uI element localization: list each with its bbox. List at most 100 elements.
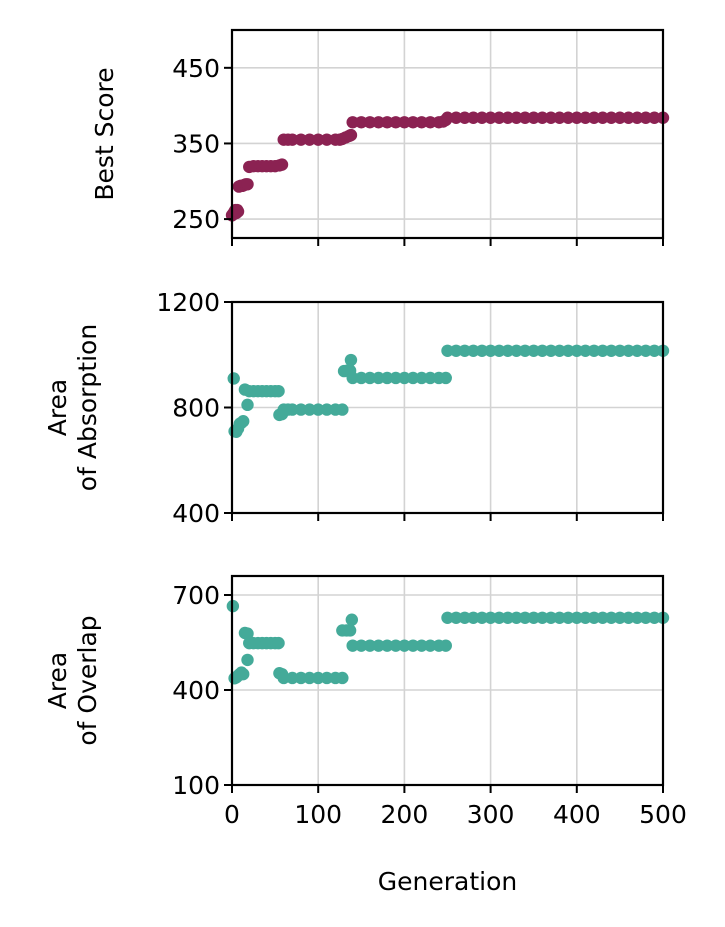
- data-point: [605, 111, 618, 124]
- data-point: [467, 344, 480, 357]
- data-point: [622, 611, 635, 624]
- data-point: [241, 627, 254, 640]
- data-point: [553, 344, 566, 357]
- data-point: [544, 611, 558, 624]
- data-point: [493, 611, 506, 624]
- y-tick-label: 400: [172, 499, 220, 528]
- data-point: [561, 111, 575, 124]
- data-point: [389, 116, 402, 129]
- data-point: [286, 671, 299, 685]
- y-tick-label: 100: [172, 771, 220, 800]
- panel-1: 250 350 450 Best Score: [90, 28, 670, 246]
- data-point: [275, 158, 289, 171]
- data-point: [518, 111, 532, 124]
- y-tick-label: 350: [172, 129, 220, 158]
- data-point: [648, 111, 661, 124]
- data-point: [241, 178, 254, 191]
- data-point: [648, 611, 661, 624]
- data-point: [639, 344, 652, 357]
- data-point: [312, 133, 325, 146]
- data-point: [441, 111, 454, 124]
- data-point: [510, 611, 523, 624]
- data-point: [286, 133, 299, 146]
- data-point: [406, 639, 420, 652]
- data-point: [441, 611, 454, 624]
- data-point: [648, 344, 661, 357]
- data-point: [237, 667, 250, 681]
- data-point: [294, 403, 308, 416]
- data-point: [630, 111, 644, 124]
- data-point: [639, 611, 652, 624]
- data-point: [363, 639, 377, 652]
- data-point: [561, 611, 575, 624]
- data-point: [406, 371, 420, 385]
- data-point: [484, 111, 497, 124]
- data-point: [579, 344, 592, 357]
- data-point: [363, 116, 377, 129]
- data-point: [527, 611, 540, 624]
- data-point: [398, 639, 411, 652]
- data-series: [225, 111, 670, 222]
- plot-frame: [230, 28, 665, 240]
- data-point: [439, 371, 452, 385]
- data-point: [303, 671, 316, 685]
- data-point: [372, 639, 385, 652]
- y-axis-label: of Absorption: [73, 324, 102, 491]
- data-series: [227, 344, 670, 438]
- y-axis-label: Best Score: [90, 67, 119, 200]
- data-point: [272, 636, 285, 650]
- x-tick-label: 100: [294, 800, 342, 829]
- data-point: [613, 111, 627, 124]
- y-tick-label: 400: [172, 676, 220, 705]
- data-point: [536, 344, 549, 357]
- data-point: [241, 398, 254, 412]
- data-point: [389, 639, 402, 652]
- data-point: [415, 639, 428, 652]
- data-point: [355, 639, 368, 652]
- data-point: [449, 611, 463, 624]
- data-point: [561, 344, 575, 357]
- data-point: [622, 344, 635, 357]
- data-point: [406, 116, 420, 129]
- data-point: [630, 344, 644, 357]
- data-point: [439, 639, 452, 652]
- data-series: [226, 599, 670, 685]
- data-point: [227, 372, 240, 385]
- data-point: [424, 116, 437, 129]
- data-point: [605, 344, 618, 357]
- data-point: [613, 611, 627, 624]
- data-point: [527, 344, 540, 357]
- data-point: [449, 111, 463, 124]
- data-point: [355, 371, 368, 385]
- data-point: [346, 371, 359, 385]
- data-point: [303, 403, 316, 416]
- data-point: [544, 111, 558, 124]
- data-point: [303, 133, 316, 146]
- data-point: [380, 116, 394, 129]
- y-tick-label: 1200: [156, 288, 220, 317]
- data-point: [424, 371, 437, 385]
- data-point: [484, 611, 497, 624]
- data-point: [613, 344, 627, 357]
- data-point: [527, 111, 540, 124]
- panel-2: 400 800 1200 Area of Absorption: [43, 288, 670, 528]
- data-point: [570, 344, 583, 357]
- data-point: [398, 371, 411, 385]
- data-point: [277, 671, 290, 685]
- y-axis-label: Area: [43, 652, 72, 710]
- x-tick-label: 200: [381, 800, 429, 829]
- data-point: [241, 653, 254, 667]
- y-tick-label: 450: [172, 54, 220, 83]
- data-point: [363, 371, 377, 385]
- data-point: [587, 344, 601, 357]
- data-point: [398, 116, 411, 129]
- data-point: [345, 613, 359, 626]
- data-point: [458, 611, 471, 624]
- data-point: [344, 128, 358, 142]
- data-point: [355, 116, 368, 129]
- data-point: [467, 111, 480, 124]
- data-point: [570, 611, 583, 624]
- data-point: [336, 403, 349, 416]
- data-point: [458, 344, 471, 357]
